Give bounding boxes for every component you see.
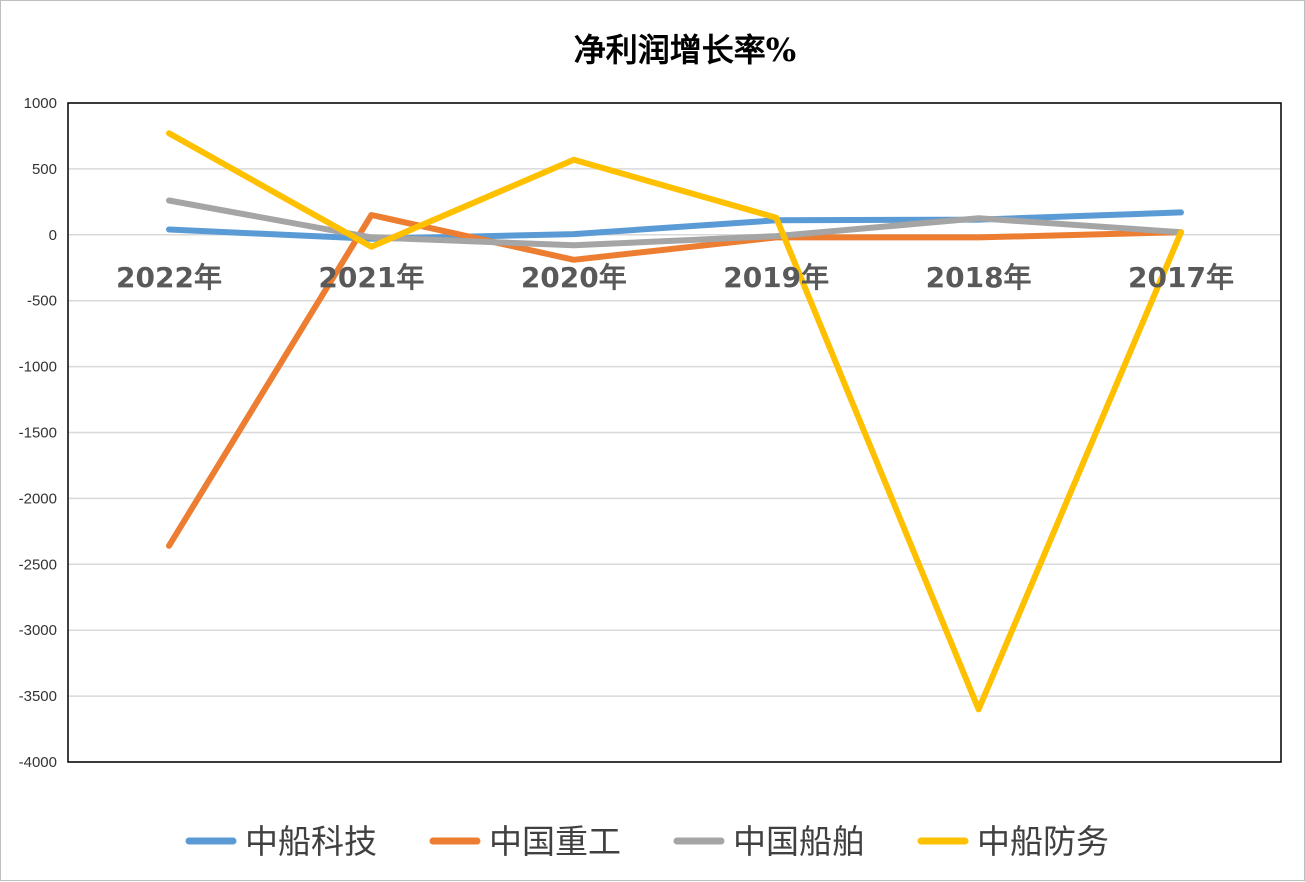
y-tick-label: -500 [27,293,57,310]
series-lines [166,130,1184,713]
y-tick-label: 0 [49,227,57,244]
x-category-label: 2021年 [318,261,424,294]
plot-area-border [67,102,1282,763]
y-tick-label: 500 [32,161,57,178]
y-tick-label: -1000 [19,359,57,376]
y-tick-label: -2000 [19,490,57,507]
legend-label: 中船科技 [245,822,377,861]
y-tick-label: -3000 [19,622,57,639]
y-tick-label: -3500 [19,688,57,705]
y-tick-label: -2500 [19,556,57,573]
legend-label: 中国重工 [489,822,621,861]
series-line-3 [166,197,1184,249]
x-category-label: 2019年 [723,261,829,294]
x-category-label: 2018年 [926,261,1032,294]
y-tick-label: -1500 [19,425,57,442]
series-line-2 [166,212,1184,549]
y-tick-label: 1000 [24,95,57,112]
legend-label: 中国船舶 [733,822,865,861]
y-tick-label: -4000 [19,754,57,771]
series-line-4 [166,130,1184,713]
y-axis-ticks: 1000 500 0 -500 -1000 -1500 -2000 -2500 -3000 -35… [19,95,57,771]
legend: 中船科技 中国重工 中国船舶 中船防务 [185,822,1109,861]
x-category-label: 2020年 [521,261,627,294]
x-category-label: 2022年 [116,261,222,294]
x-axis-categories: 2022年 2021年 2020年 2019年 2018年 2017年 [116,261,1234,294]
chart-title: 净利润增长率% [574,31,796,69]
x-category-label: 2017年 [1128,261,1234,294]
legend-label: 中船防务 [977,822,1109,861]
